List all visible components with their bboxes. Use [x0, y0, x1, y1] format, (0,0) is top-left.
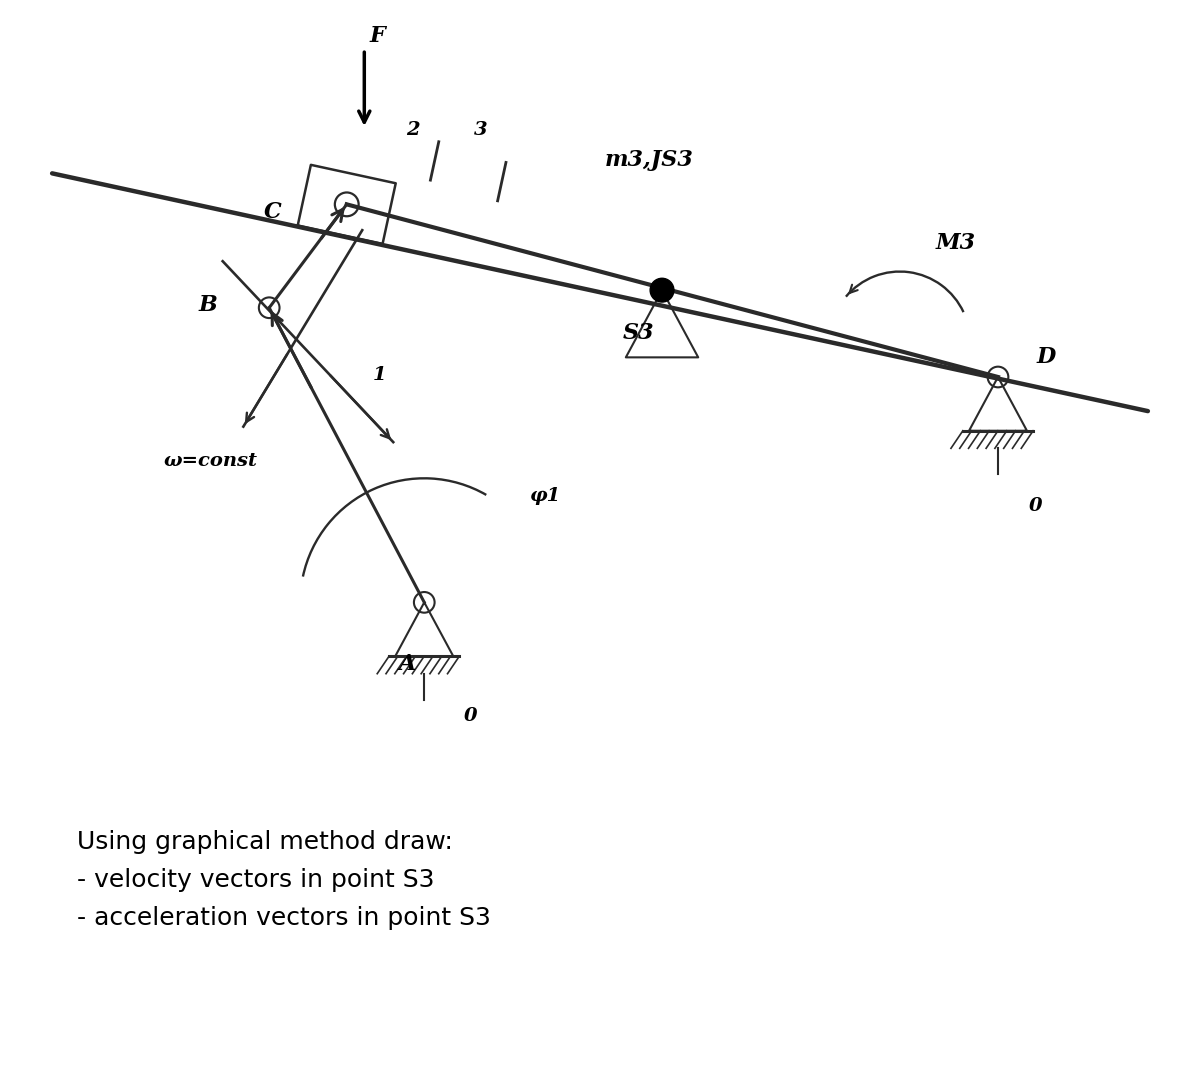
Text: S3: S3	[623, 322, 654, 344]
Text: m3,JS3: m3,JS3	[605, 149, 694, 171]
Circle shape	[650, 278, 674, 302]
Text: A: A	[398, 652, 415, 674]
Text: B: B	[199, 293, 217, 315]
Text: D: D	[1037, 346, 1056, 368]
Text: 2: 2	[406, 121, 419, 139]
Text: 1: 1	[372, 367, 386, 384]
Text: 0: 0	[463, 707, 478, 726]
Text: 0: 0	[1030, 497, 1043, 515]
Text: M3: M3	[936, 231, 976, 254]
Text: ω=const: ω=const	[163, 452, 258, 470]
Text: C: C	[264, 201, 282, 223]
Text: φ1: φ1	[529, 487, 560, 505]
Text: 3: 3	[474, 121, 487, 139]
Text: Using graphical method draw:
- velocity vectors in point S3
- acceleration vecto: Using graphical method draw: - velocity …	[77, 830, 491, 931]
Text: F: F	[370, 25, 385, 47]
